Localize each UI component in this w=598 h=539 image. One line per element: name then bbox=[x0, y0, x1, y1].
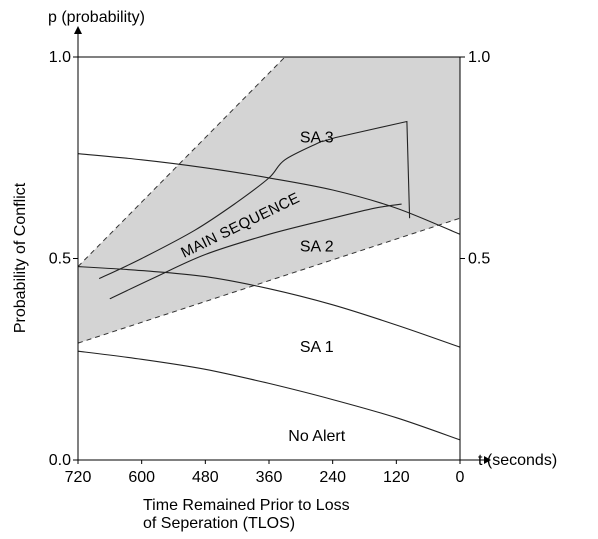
y-axis-label: Probability of Conflict bbox=[12, 182, 29, 333]
region-label: No Alert bbox=[288, 428, 345, 445]
y-axis-title: p (probability) bbox=[48, 9, 145, 26]
x-axis-label-line-2: of Seperation (TLOS) bbox=[143, 515, 295, 532]
y-tick-label-right: 1.0 bbox=[468, 49, 490, 66]
x-axis-label-line-1: Time Remained Prior to Loss bbox=[143, 497, 350, 514]
y-tick-label-left: 0.0 bbox=[49, 452, 71, 469]
y-axis-arrowhead bbox=[74, 26, 82, 34]
y-tick-label-left: 1.0 bbox=[49, 49, 71, 66]
region-label: SA 2 bbox=[300, 238, 334, 255]
x-tick-label: 120 bbox=[383, 469, 410, 486]
boundary-curve-1 bbox=[78, 351, 460, 440]
x-tick-label: 480 bbox=[192, 469, 219, 486]
shaded-region bbox=[78, 57, 460, 343]
y-tick-label-right: 0.5 bbox=[468, 251, 490, 268]
shaded-region-layer bbox=[78, 57, 460, 343]
region-label: SA 1 bbox=[300, 339, 334, 356]
x-tick-label: 0 bbox=[456, 469, 465, 486]
x-axis-unit-label: t (seconds) bbox=[478, 452, 557, 469]
x-tick-label: 600 bbox=[128, 469, 155, 486]
region-label: SA 3 bbox=[300, 130, 334, 147]
x-tick-label: 240 bbox=[319, 469, 346, 486]
x-tick-label: 360 bbox=[256, 469, 283, 486]
x-tick-label: 720 bbox=[65, 469, 92, 486]
y-tick-label-left: 0.5 bbox=[49, 251, 71, 268]
